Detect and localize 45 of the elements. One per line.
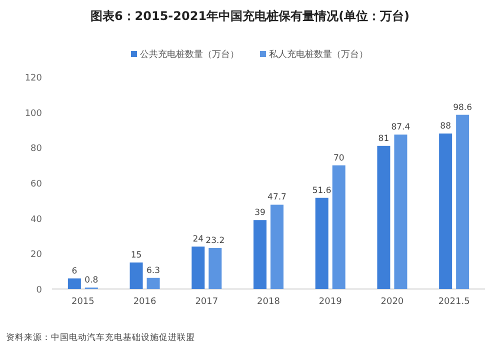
bar — [68, 278, 81, 289]
bar — [254, 220, 266, 289]
y-tick-label: 100 — [24, 108, 42, 119]
data-label: 47.7 — [268, 192, 286, 203]
x-tick-label: 2018 — [257, 297, 280, 307]
bar — [270, 204, 284, 289]
bar — [439, 134, 452, 289]
x-tick-label: 2020 — [380, 297, 404, 307]
x-tick-label: 2016 — [133, 297, 157, 307]
data-label: 15 — [130, 250, 142, 260]
x-tick-label: 2021.5 — [438, 297, 470, 307]
data-label: 6.3 — [146, 266, 160, 276]
y-tick-label: 80 — [30, 144, 42, 154]
data-label: 0.8 — [84, 276, 98, 286]
legend-label: 私人充电桩数量（万台） — [269, 49, 368, 60]
data-label: 88 — [440, 122, 451, 132]
bar — [377, 146, 390, 289]
y-tick-label: 60 — [30, 180, 42, 190]
data-label: 70 — [333, 153, 344, 164]
x-tick-label: 2015 — [71, 297, 94, 307]
data-label: 39 — [254, 208, 266, 218]
legend-label: 公共充电桩数量（万台） — [140, 49, 239, 60]
y-tick-label: 0 — [36, 286, 42, 296]
x-tick-label: 2017 — [195, 297, 218, 307]
text: 资料来源：中国电动汽车充电基础设施促进联盟 — [6, 332, 195, 343]
bar — [146, 278, 160, 289]
chart-title: 图表6：2015-2021年中国充电桩保有量情况(单位：万台) — [90, 9, 410, 23]
bar — [315, 198, 328, 289]
bar — [456, 114, 470, 289]
bar — [130, 262, 143, 289]
data-label: 23.2 — [206, 236, 225, 246]
bar — [192, 246, 205, 289]
data-label: 98.6 — [453, 102, 472, 113]
y-tick-label: 40 — [30, 214, 42, 225]
data-label: 87.4 — [391, 122, 410, 133]
y-tick-label: 120 — [24, 74, 42, 84]
data-label: 81 — [378, 134, 390, 144]
x-tick-label: 2019 — [318, 297, 342, 307]
bar — [394, 134, 408, 289]
data-label: 6 — [72, 266, 78, 276]
data-label: 51.6 — [312, 186, 332, 196]
y-tick-label: 20 — [30, 250, 42, 260]
bar — [332, 165, 346, 289]
data-label: 24 — [192, 234, 204, 245]
bar — [208, 248, 222, 289]
